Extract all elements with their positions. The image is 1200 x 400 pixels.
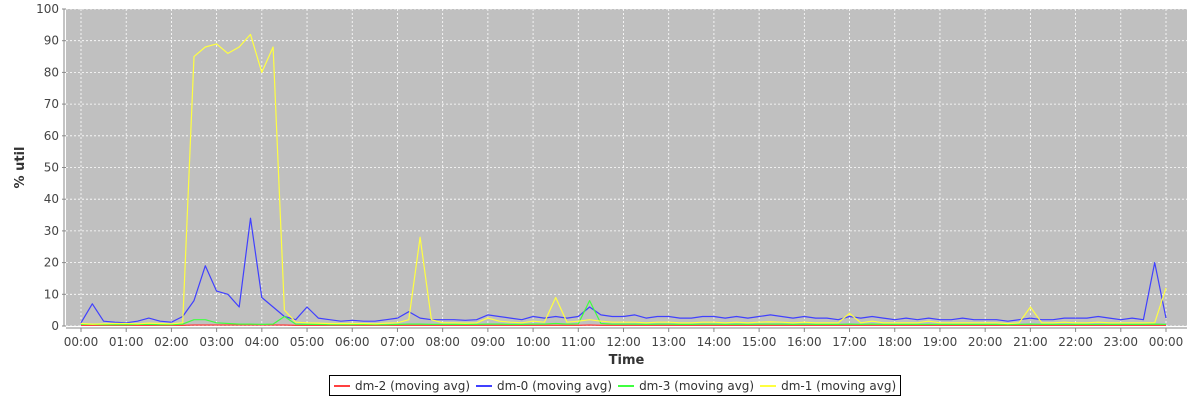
- x-tick-label: 14:00: [697, 335, 732, 349]
- x-tick-label: 15:00: [742, 335, 777, 349]
- legend-label: dm-0 (moving avg): [497, 378, 613, 393]
- x-tick-label: 05:00: [290, 335, 325, 349]
- x-tick-label: 01:00: [109, 335, 144, 349]
- y-tick-label: 10: [44, 287, 59, 301]
- x-tick-label: 16:00: [787, 335, 822, 349]
- series-line-dm-3: [81, 300, 1167, 326]
- legend-label: dm-3 (moving avg): [639, 378, 755, 393]
- legend-swatch: [618, 384, 635, 387]
- y-tick-label: 70: [44, 97, 59, 111]
- x-axis-label: Time: [609, 353, 645, 368]
- y-tick-label: 50: [44, 161, 59, 175]
- x-tick-label: 13:00: [651, 335, 686, 349]
- y-tick-label: 0: [51, 319, 59, 333]
- y-tick-label: 60: [44, 129, 59, 143]
- x-tick-label: 17:00: [832, 335, 867, 349]
- y-tick-label: 90: [44, 34, 59, 48]
- x-tick-label: 20:00: [968, 335, 1003, 349]
- legend-label: dm-1 (moving avg): [781, 378, 897, 393]
- legend-item: dm-0 (moving avg): [476, 379, 612, 393]
- legend-item: dm-1 (moving avg): [760, 379, 896, 393]
- x-tick-label: 00:00: [1149, 335, 1184, 349]
- x-tick-label: 02:00: [154, 335, 189, 349]
- y-tick-label: 80: [44, 65, 59, 79]
- x-tick-label: 11:00: [561, 335, 596, 349]
- x-tick-label: 06:00: [335, 335, 370, 349]
- x-tick-label: 18:00: [877, 335, 912, 349]
- x-tick-label: 00:00: [64, 335, 99, 349]
- legend-swatch: [476, 384, 493, 387]
- y-tick-label: 100: [36, 2, 59, 16]
- legend-swatch: [334, 384, 350, 387]
- x-tick-label: 10:00: [516, 335, 551, 349]
- y-tick-label: 30: [44, 224, 59, 238]
- x-tick-label: 03:00: [199, 335, 234, 349]
- x-tick-label: 22:00: [1058, 335, 1093, 349]
- y-tick-label: 20: [44, 256, 59, 270]
- legend-item: dm-2 (moving avg): [334, 379, 470, 393]
- x-tick-label: 07:00: [380, 335, 415, 349]
- legend-swatch: [760, 384, 777, 387]
- x-tick-label: 09:00: [471, 335, 506, 349]
- legend: dm-2 (moving avg) dm-0 (moving avg) dm-3 (…: [329, 375, 902, 396]
- y-tick-label: 40: [44, 192, 59, 206]
- y-axis-label: % util: [13, 147, 28, 189]
- x-tick-label: 21:00: [1013, 335, 1048, 349]
- x-tick-label: 04:00: [245, 335, 280, 349]
- legend-label: dm-2 (moving avg): [355, 378, 471, 393]
- x-tick-label: 23:00: [1103, 335, 1138, 349]
- x-tick-label: 08:00: [425, 335, 460, 349]
- series-line-dm-1: [80, 33, 1167, 325]
- legend-item: dm-3 (moving avg): [618, 379, 754, 393]
- x-tick-label: 19:00: [923, 335, 958, 349]
- x-tick-label: 12:00: [606, 335, 641, 349]
- series-line-dm-0: [80, 217, 1167, 324]
